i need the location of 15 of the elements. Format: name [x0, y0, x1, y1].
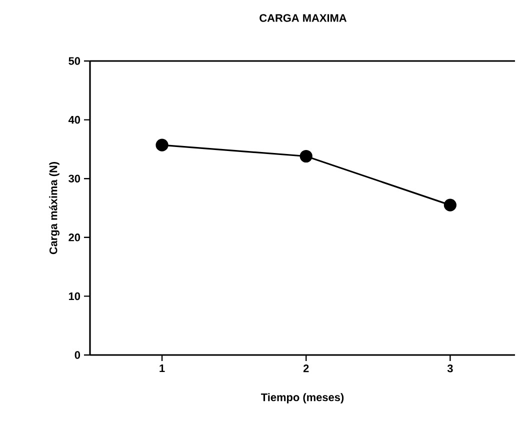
- y-tick-label: 30: [68, 174, 80, 182]
- y-tick-label: 20: [68, 234, 80, 242]
- chart-title: CARGA MAXIMA: [260, 14, 347, 22]
- y-tick-label: 10: [68, 292, 80, 300]
- point: [156, 138, 168, 152]
- y-tick-label: 40: [68, 116, 80, 124]
- y-tick-label: 0: [74, 351, 80, 359]
- x-tick-label: 2: [303, 364, 309, 372]
- y-tick-label: 50: [68, 57, 80, 65]
- x-axis-title: Tiempo (meses): [261, 393, 344, 404]
- point: [444, 198, 456, 212]
- x-tick-label: 1: [160, 364, 165, 372]
- x-tick-label: 3: [447, 364, 453, 372]
- y-axis-title: Carga máxima (N): [49, 162, 60, 254]
- point: [300, 150, 312, 163]
